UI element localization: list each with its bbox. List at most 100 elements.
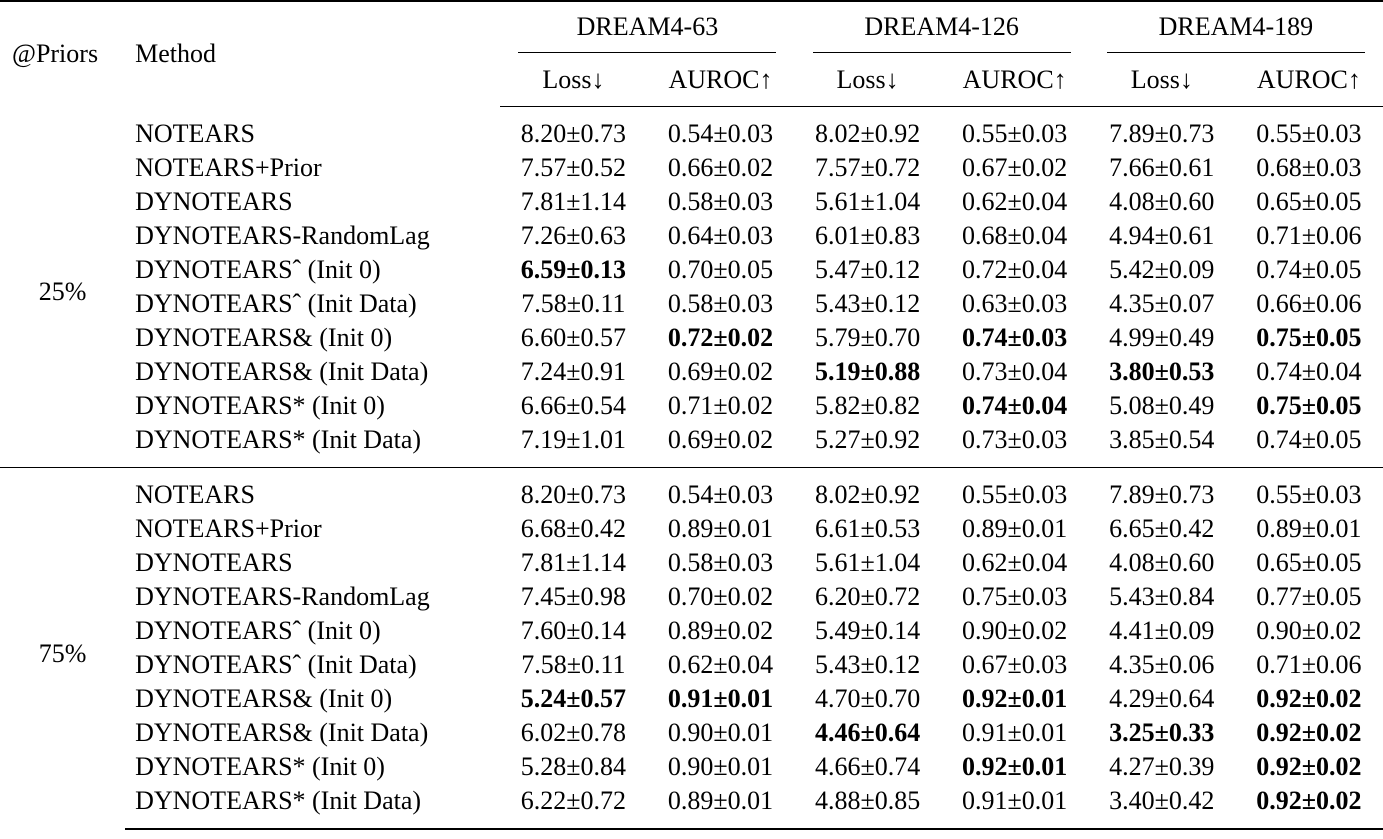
auroc-cell: 0.65±0.05 <box>1256 548 1362 577</box>
method-cell: DYNOTEARSˆ (Init 0) <box>135 255 381 284</box>
loss-cell: 5.79±0.70 <box>814 323 921 352</box>
auroc-cell: 0.68±0.03 <box>1256 153 1362 182</box>
table-row: DYNOTEARSˆ (Init 0) 7.60±0.14 0.89±0.02 5.4… <box>0 614 1383 648</box>
auroc-cell: 0.64±0.03 <box>667 221 774 250</box>
table-row: DYNOTEARS& (Init 0) 5.24±0.57 0.91±0.01 4.7… <box>0 682 1383 716</box>
auroc-cell: 0.92±0.02 <box>1256 718 1362 747</box>
dataset-header-2: DREAM4-189 <box>1088 0 1383 54</box>
loss-cell: 5.24±0.57 <box>520 684 627 713</box>
auroc-cell: 0.92±0.02 <box>1256 684 1362 713</box>
method-cell: DYNOTEARSˆ (Init Data) <box>135 289 417 318</box>
loss-cell: 5.47±0.12 <box>814 255 921 284</box>
auroc-cell: 0.90±0.02 <box>1256 616 1362 645</box>
table-header: @Priors Method DREAM4-63 DREAM4-126 DREA… <box>0 0 1383 107</box>
loss-cell: 5.08±0.49 <box>1109 391 1215 420</box>
dataset-header-0: DREAM4-63 <box>500 0 795 54</box>
auroc-cell: 0.89±0.01 <box>1256 514 1362 543</box>
loss-cell: 5.61±1.04 <box>814 187 921 216</box>
header-row-datasets: @Priors Method DREAM4-63 DREAM4-126 DREA… <box>0 0 1383 107</box>
loss-cell: 7.81±1.14 <box>520 548 627 577</box>
table-row: DYNOTEARS* (Init Data) 6.22±0.72 0.89±0.01… <box>0 784 1383 830</box>
method-cell: NOTEARS <box>135 118 255 148</box>
prior-group-label: 25% <box>38 276 87 306</box>
table-row: NOTEARS+Prior 7.57±0.52 0.66±0.02 7.57±0.72… <box>0 151 1383 185</box>
auroc-cell: 0.67±0.02 <box>962 153 1068 182</box>
auroc-cell: 0.90±0.01 <box>667 752 774 781</box>
loss-cell: 8.20±0.73 <box>520 119 627 148</box>
loss-cell: 7.57±0.52 <box>520 153 627 182</box>
table-row: DYNOTEARS 7.81±1.14 0.58±0.03 5.61±1.04 0.62… <box>0 546 1383 580</box>
auroc-cell: 0.74±0.04 <box>962 391 1068 420</box>
loss-cell: 6.61±0.53 <box>814 514 921 543</box>
auroc-cell: 0.91±0.01 <box>940 784 1089 830</box>
loss-cell: 4.27±0.39 <box>1109 752 1215 781</box>
loss-cell: 6.22±0.72 <box>500 784 647 830</box>
auroc-cell: 0.58±0.03 <box>667 548 774 577</box>
loss-cell: 4.88±0.85 <box>794 784 941 830</box>
loss-cell: 4.94±0.61 <box>1109 221 1215 250</box>
prior-group-label: 75% <box>0 467 126 829</box>
loss-cell: 6.20±0.72 <box>814 582 921 611</box>
auroc-cell: 0.74±0.05 <box>1256 255 1362 284</box>
auroc-cell: 0.72±0.02 <box>667 323 774 352</box>
auroc-cell: 0.69±0.02 <box>667 425 774 454</box>
method-header: Method <box>125 0 501 107</box>
table-row: DYNOTEARS-RandomLag 7.26±0.63 0.64±0.03 6.0… <box>0 219 1383 253</box>
auroc-cell: 0.55±0.03 <box>940 467 1089 512</box>
method-cell: DYNOTEARS& (Init 0) <box>135 323 393 352</box>
method-cell: DYNOTEARS& (Init Data) <box>135 718 429 747</box>
loss-cell: 8.02±0.92 <box>814 119 921 148</box>
loss-cell: 7.24±0.91 <box>520 357 627 386</box>
auroc-cell: 0.89±0.01 <box>646 784 795 830</box>
method-cell: DYNOTEARS* (Init 0) <box>135 391 385 420</box>
loss-cell: 5.61±1.04 <box>814 548 921 577</box>
loss-cell: 5.28±0.84 <box>520 752 627 781</box>
auroc-cell: 0.91±0.01 <box>667 684 774 713</box>
table-row: DYNOTEARS* (Init 0) 5.28±0.84 0.90±0.01 4.6… <box>0 750 1383 784</box>
auroc-cell: 0.89±0.01 <box>667 514 774 543</box>
method-cell: DYNOTEARSˆ (Init 0) <box>135 616 381 645</box>
loss-cell: 5.19±0.88 <box>814 357 921 386</box>
loss-cell: 7.45±0.98 <box>520 582 627 611</box>
table-row: DYNOTEARS& (Init Data) 7.24±0.91 0.69±0.02… <box>0 355 1383 389</box>
dataset-header-1: DREAM4-126 <box>794 0 1089 54</box>
metric-header-auroc: AUROC↑ <box>940 54 1089 107</box>
method-cell: DYNOTEARS* (Init 0) <box>135 752 385 781</box>
auroc-cell: 0.71±0.06 <box>1256 221 1362 250</box>
auroc-cell: 0.54±0.03 <box>667 119 774 148</box>
auroc-cell: 0.90±0.02 <box>962 616 1068 645</box>
loss-cell: 3.40±0.42 <box>1088 784 1235 830</box>
loss-cell: 4.35±0.06 <box>1109 650 1215 679</box>
auroc-cell: 0.89±0.02 <box>667 616 774 645</box>
loss-cell: 7.89±0.73 <box>1109 119 1215 148</box>
auroc-cell: 0.55±0.03 <box>1234 467 1383 512</box>
auroc-cell: 0.58±0.03 <box>667 187 774 216</box>
method-cell: DYNOTEARS& (Init 0) <box>135 684 393 713</box>
auroc-cell: 0.55±0.03 <box>1256 119 1362 148</box>
auroc-cell: 0.62±0.04 <box>962 548 1068 577</box>
auroc-cell: 0.70±0.02 <box>667 582 774 611</box>
loss-cell: 5.49±0.14 <box>814 616 921 645</box>
table-row: DYNOTEARS* (Init Data) 7.19±1.01 0.69±0.02… <box>0 423 1383 468</box>
loss-cell: 3.80±0.53 <box>1109 357 1215 386</box>
auroc-cell: 0.73±0.03 <box>962 425 1068 454</box>
method-cell: DYNOTEARS-RandomLag <box>135 582 430 611</box>
auroc-cell: 0.74±0.05 <box>1256 425 1362 454</box>
metric-header-auroc: AUROC↑ <box>1234 54 1383 107</box>
table-row: DYNOTEARSˆ (Init Data) 7.58±0.11 0.58±0.03… <box>0 287 1383 321</box>
method-cell: NOTEARS+Prior <box>135 153 322 182</box>
loss-cell: 6.65±0.42 <box>1109 514 1215 543</box>
loss-cell: 8.02±0.92 <box>794 467 941 512</box>
table-row: 75% NOTEARS 8.20±0.73 0.54±0.03 8.02±0.92 0.5… <box>0 467 1383 829</box>
auroc-cell: 0.68±0.04 <box>962 221 1068 250</box>
table-row: 25% NOTEARS 8.20±0.73 0.54±0.03 8.02±0.92 0.5… <box>0 107 1383 306</box>
table-row: DYNOTEARS 7.81±1.14 0.58±0.03 5.61±1.04 0.62… <box>0 185 1383 219</box>
auroc-cell: 0.54±0.03 <box>646 467 795 512</box>
loss-cell: 7.58±0.11 <box>521 289 626 318</box>
auroc-cell: 0.66±0.06 <box>1256 289 1362 318</box>
auroc-cell: 0.74±0.03 <box>962 323 1068 352</box>
auroc-cell: 0.72±0.04 <box>962 255 1068 284</box>
table-row: DYNOTEARS& (Init Data) 6.02±0.78 0.90±0.01… <box>0 716 1383 750</box>
loss-cell: 6.68±0.42 <box>520 514 627 543</box>
auroc-cell: 0.92±0.01 <box>962 752 1068 781</box>
